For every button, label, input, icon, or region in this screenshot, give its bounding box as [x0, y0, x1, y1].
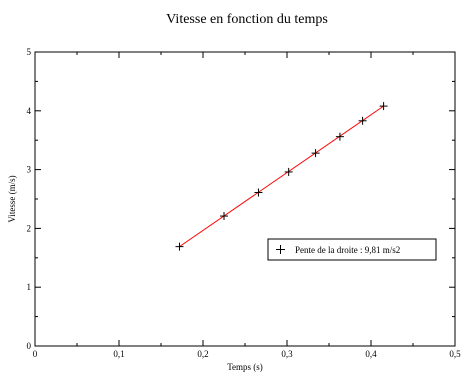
data-point [311, 149, 320, 158]
plot-frame [34, 51, 456, 347]
y-tick-label: 2 [27, 223, 32, 233]
y-axis-ticks: 0 1 2 3 4 5 [27, 47, 455, 351]
legend: Pente de la droite : 9,81 m/s2 [267, 238, 437, 261]
x-tick-label: 0,2 [197, 349, 208, 359]
data-point [358, 116, 367, 125]
legend-entry: Pente de la droite : 9,81 m/s2 [295, 245, 400, 255]
data-points [175, 102, 388, 251]
x-tick-label: 0 [33, 349, 38, 359]
y-axis-label: Vitesse (m/s) [7, 175, 17, 222]
legend-box [267, 238, 437, 261]
data-point [335, 132, 344, 141]
y-tick-label: 3 [27, 165, 32, 175]
y-tick-label: 5 [27, 47, 32, 57]
x-tick-label: 0,4 [365, 349, 377, 359]
data-point [175, 242, 184, 251]
data-point [379, 102, 388, 111]
y-tick-label: 1 [27, 282, 32, 292]
x-tick-label: 0,1 [113, 349, 124, 359]
y-tick-label: 4 [27, 106, 32, 116]
chart-title: Vitesse en fonction du temps [166, 12, 328, 27]
x-axis-label: Temps (s) [227, 362, 263, 372]
x-tick-label: 0,3 [281, 349, 293, 359]
data-point [254, 188, 263, 197]
x-axis-ticks: 0 0,1 0,2 0,3 0,4 0,5 [33, 52, 461, 359]
y-tick-label: 0 [27, 341, 32, 351]
data-point [220, 212, 228, 221]
data-point [284, 167, 293, 176]
fit-line [179, 105, 384, 248]
x-tick-label: 0,5 [449, 349, 461, 359]
